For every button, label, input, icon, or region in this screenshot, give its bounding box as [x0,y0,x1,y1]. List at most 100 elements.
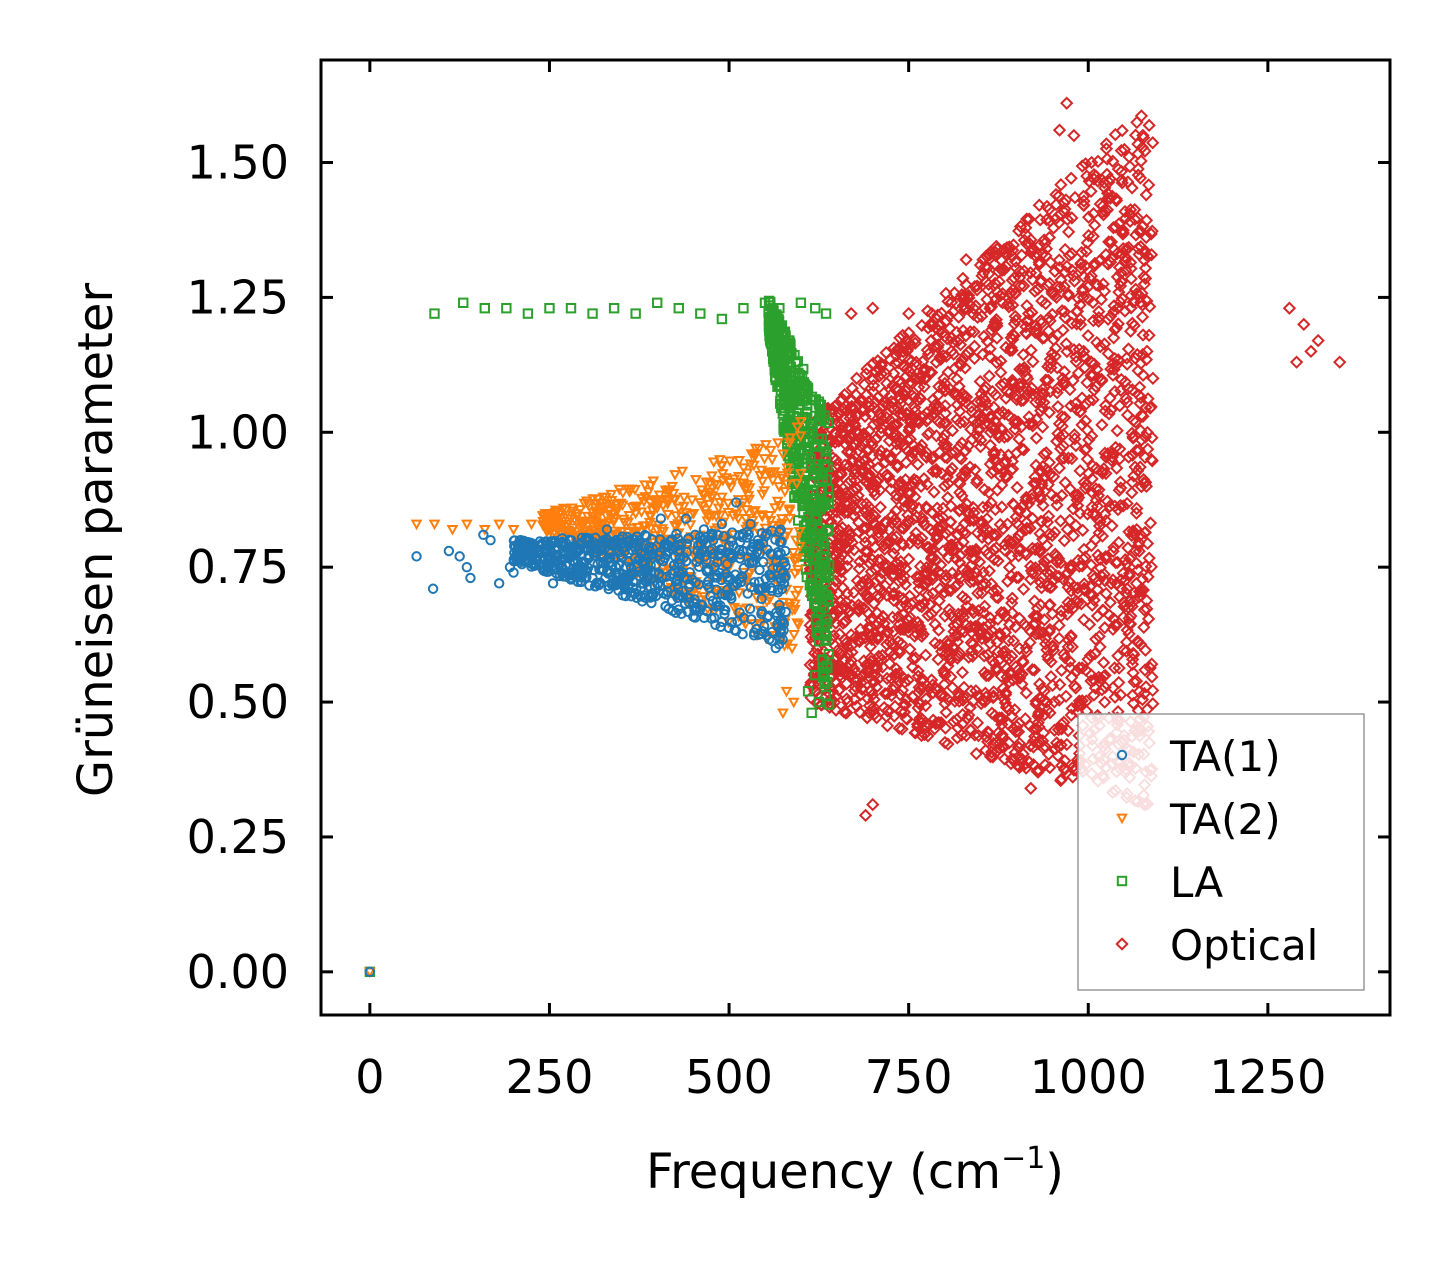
data-point [823,492,835,503]
data-point [1009,388,1023,402]
data-point [739,513,752,525]
data-point [941,551,956,565]
data-point [1129,674,1144,688]
data-point [1037,554,1051,569]
data-point [764,516,777,527]
data-point [1005,606,1019,620]
data-point [1082,433,1096,447]
data-point [945,538,959,552]
data-point [654,534,666,545]
data-point [1057,761,1072,775]
data-point [1013,264,1027,278]
data-point [847,684,862,698]
data-point [840,601,854,615]
data-point [1052,123,1067,137]
data-point [1019,221,1033,235]
data-point [904,500,919,514]
data-point [666,595,678,606]
data-point [828,574,843,588]
data-point [858,474,873,489]
data-point [691,604,703,615]
data-point [945,566,959,580]
data-point [529,560,540,572]
data-point [892,721,907,735]
data-point [1043,314,1057,328]
data-point [912,581,926,596]
data-point [1105,250,1119,265]
data-point [937,666,951,680]
data-point [1052,693,1066,707]
data-point [742,588,753,599]
data-point [1044,655,1058,669]
data-point [1110,576,1124,591]
data-point [668,495,681,507]
data-point [1117,142,1132,157]
data-point [897,341,911,355]
data-point [1096,655,1111,670]
data-point [836,581,850,595]
data-point [883,450,898,465]
data-point [627,544,638,556]
data-point [1093,561,1108,575]
data-point [979,668,993,683]
data-point [998,469,1013,483]
data-point [947,387,962,401]
data-point [587,572,598,584]
data-point [593,579,605,591]
data-point [1011,740,1026,754]
data-point [612,540,623,551]
x-tick-label: 750 [865,1050,953,1104]
data-point [965,544,980,558]
data-point [1114,274,1128,288]
data-point [517,540,528,551]
data-point [779,545,791,557]
data-point [942,309,956,323]
data-point [1116,499,1131,513]
data-point [998,687,1013,702]
data-point [1142,328,1156,342]
data-point [673,583,684,595]
data-point [997,692,1012,706]
data-point [1057,533,1072,548]
data-point [989,736,1003,750]
data-point [1111,162,1126,176]
data-point [1017,360,1031,375]
data-point [1124,261,1138,276]
data-point [1086,229,1100,244]
data-point [676,466,689,478]
data-point [858,505,873,519]
data-point [605,489,618,501]
data-point [1023,266,1038,280]
data-point [1136,368,1150,382]
data-point [845,535,859,550]
data-point [1023,719,1037,733]
data-point [743,529,754,540]
data-point [1092,311,1106,325]
data-point [940,451,954,465]
data-point [965,568,980,582]
data-point [896,607,910,622]
data-point [915,354,930,369]
data-point [673,565,685,577]
data-point [605,495,618,507]
data-point [1125,652,1140,667]
data-point [659,485,672,497]
data-point [776,536,787,548]
data-point [697,544,709,556]
data-point [1126,524,1140,538]
data-point [979,743,993,757]
data-point [795,417,807,428]
data-point [1012,432,1026,446]
data-point [850,371,864,385]
data-point [990,584,1005,598]
data-point [996,645,1010,660]
data-point [1047,723,1062,737]
data-point [921,321,935,335]
data-point [936,348,950,363]
data-point [990,483,1005,497]
data-point [1114,224,1128,239]
data-point [1133,171,1148,185]
data-point [623,511,636,522]
data-point [739,619,752,630]
